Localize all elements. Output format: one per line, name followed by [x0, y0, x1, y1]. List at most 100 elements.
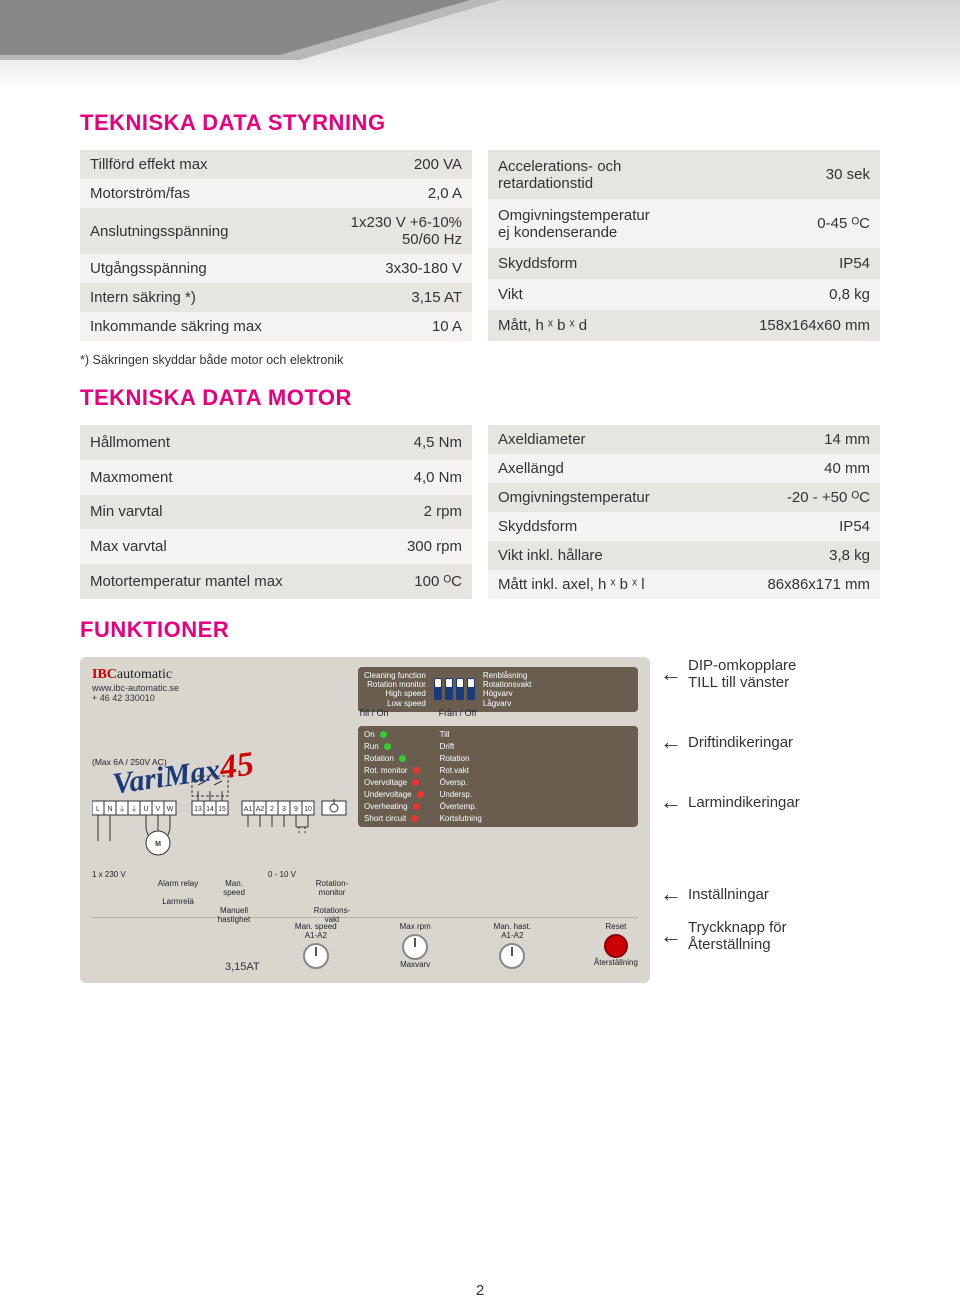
cell-value: 40 mm	[717, 454, 880, 483]
led-sv-4: Översp.	[440, 778, 482, 787]
brand-site: www.ibc-automatic.se	[92, 683, 179, 693]
header-wedge	[0, 0, 500, 90]
cell-label: Omgivningstemperatur	[488, 483, 717, 512]
cell-label: Utgångsspänning	[80, 254, 313, 283]
svg-text:V: V	[156, 806, 161, 813]
led-icon	[411, 815, 418, 822]
cell-value: 0,8 kg	[710, 279, 880, 310]
fuse-label: 3,15AT	[225, 961, 260, 973]
dip-switches	[434, 678, 475, 700]
circ-1x230: 1 x 230 V	[92, 870, 140, 924]
callout-text: Inställningar	[688, 886, 769, 903]
led-col-sv: Till Drift Rotation Rot.vakt Översp. Und…	[440, 730, 482, 823]
cell-label: Motortemperatur mantel max	[80, 564, 370, 599]
callout-dip: ← DIP-omkopplare TILL till vänster	[660, 657, 800, 691]
circ-alarm-en: Alarm relay	[158, 879, 198, 888]
svg-text:9: 9	[294, 806, 298, 813]
styrning-tables: Tillförd effekt max200 VA Motorström/fas…	[80, 150, 880, 341]
circ-010: 0 - 10 V	[268, 870, 296, 924]
svg-text:14: 14	[206, 806, 214, 813]
arrow-left-icon: ←	[660, 925, 682, 947]
cell-label: Mått inkl. axel, h ˣ b ˣ l	[488, 570, 717, 599]
svg-text:3: 3	[282, 806, 286, 813]
svg-text:13: 13	[194, 806, 202, 813]
led-icon	[413, 803, 420, 810]
cell-value: 3,8 kg	[717, 541, 880, 570]
led-en-5: Undervoltage	[364, 790, 412, 799]
svg-text:⏚: ⏚	[131, 805, 138, 813]
dip-labels-en: Cleaning function Rotation monitor High …	[364, 671, 426, 708]
dip-sv-0: Renblåsning	[483, 671, 531, 680]
circ-rot-sv: Rotations- vakt	[314, 906, 350, 924]
max-ac-label: (Max 6A / 250V AC)	[92, 757, 352, 767]
dip-on-off-labels: Till / On Från / Off	[358, 708, 628, 718]
led-sv-1: Drift	[440, 742, 482, 751]
led-en-1: Run	[364, 742, 379, 751]
cell-label: Omgivningstemperatur ej kondenserande	[488, 199, 710, 248]
funktioner-title: FUNKTIONER	[80, 617, 880, 643]
dip-en-0: Cleaning function	[364, 671, 426, 680]
styrning-footnote: *) Säkringen skyddar både motor och elek…	[80, 353, 880, 367]
reset-label-en: Reset	[594, 922, 638, 931]
callout-text: Larmindikeringar	[688, 794, 800, 811]
dip-sw	[445, 678, 453, 700]
cell-label: Skyddsform	[488, 248, 710, 279]
led-icon	[412, 779, 419, 786]
cell-value: 2 rpm	[370, 495, 472, 530]
brand-suffix: automatic	[117, 667, 172, 682]
reset-label-sv: Återställning	[594, 958, 638, 967]
led-en-3: Rot. monitor	[364, 766, 408, 775]
cell-value: 300 rpm	[370, 529, 472, 564]
led-block: On Run Rotation Rot. monitor Overvoltage…	[358, 726, 638, 827]
knob-man-speed: Man. speed A1-A2	[295, 922, 337, 969]
circ-manspeed-en: Man. speed	[223, 879, 245, 897]
cell-value: 200 VA	[313, 150, 472, 179]
fran-off: Från / Off	[439, 708, 477, 718]
svg-text:2: 2	[270, 806, 274, 813]
callout-drift: ← Driftindikeringar	[660, 731, 800, 753]
svg-text:N: N	[107, 806, 112, 813]
knob-man-hast: Man. hast. A1-A2	[494, 922, 531, 969]
led-sv-7: Kortslutning	[440, 814, 482, 823]
cell-label: Anslutningsspänning	[80, 208, 313, 254]
cell-label: Mått, h ˣ b ˣ d	[488, 310, 710, 341]
led-sv-6: Övertemp.	[440, 802, 482, 811]
led-en-7: Short circuit	[364, 814, 406, 823]
led-icon	[417, 791, 424, 798]
circ-manspeed-sv: Manuell hastighet	[218, 906, 250, 924]
knob-label-sv: Maxvarv	[400, 960, 431, 969]
knob-label: Man. hast. A1-A2	[494, 922, 531, 940]
cell-label: Maxmoment	[80, 460, 370, 495]
knob-label: Man. speed A1-A2	[295, 922, 337, 940]
cell-value: 2,0 A	[313, 179, 472, 208]
dip-en-1: Rotation monitor	[364, 680, 426, 689]
cell-value: -20 - +50 ᴼC	[717, 483, 880, 512]
page-number: 2	[476, 1282, 484, 1299]
knob-icon	[499, 943, 525, 969]
circ-alarm-sv: Larmrelä	[162, 897, 194, 906]
cell-value: 3,15 AT	[313, 283, 472, 312]
cell-label: Max varvtal	[80, 529, 370, 564]
cell-value: 3x30-180 V	[313, 254, 472, 283]
dip-sv-2: Högvarv	[483, 689, 531, 698]
device-panel: IBCautomatic www.ibc-automatic.se + 46 4…	[80, 657, 650, 983]
svg-text:M: M	[155, 841, 161, 848]
cell-label: Min varvtal	[80, 495, 370, 530]
knob-icon	[303, 943, 329, 969]
svg-text:L: L	[96, 806, 100, 813]
cell-label: Hållmoment	[80, 425, 370, 460]
motor-right-table: Axeldiameter14 mm Axellängd40 mm Omgivni…	[488, 425, 880, 599]
arrow-left-icon: ←	[660, 791, 682, 813]
svg-text:10: 10	[304, 806, 312, 813]
callout-text: Driftindikeringar	[688, 734, 793, 751]
cell-label: Vikt	[488, 279, 710, 310]
brand-ibc: IBC	[92, 667, 117, 682]
led-en-6: Overheating	[364, 802, 408, 811]
svg-text:U: U	[143, 806, 148, 813]
led-en-2: Rotation	[364, 754, 394, 763]
till-on: Till / On	[358, 708, 389, 718]
callout-text: DIP-omkopplare TILL till vänster	[688, 657, 796, 691]
knob-max-rpm: Max rpm Maxvarv	[400, 922, 431, 969]
reset-button-block: Reset Återställning	[594, 922, 638, 967]
cell-value: 158x164x60 mm	[710, 310, 880, 341]
